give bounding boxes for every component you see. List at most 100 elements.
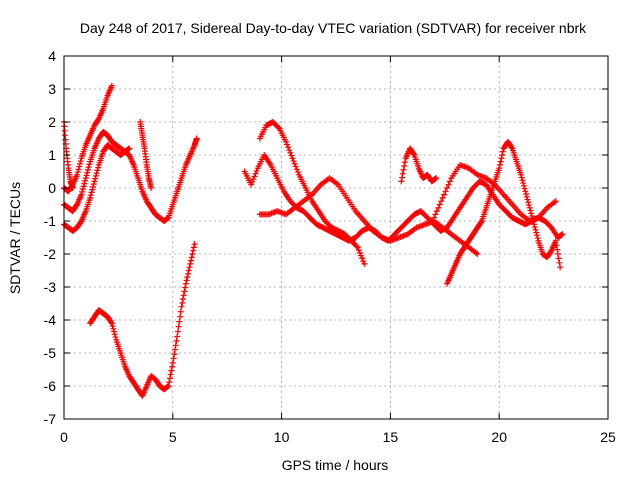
data-point-plus xyxy=(399,174,406,181)
data-point-plus xyxy=(400,166,407,173)
data-point-plus xyxy=(185,267,192,274)
data-point-plus xyxy=(554,246,561,253)
y-tick-label: 4 xyxy=(48,48,56,64)
data-point-plus xyxy=(532,226,539,233)
data-point-plus xyxy=(93,170,100,177)
data-point-plus xyxy=(148,185,155,191)
data-point-plus xyxy=(109,323,116,330)
data-point-plus xyxy=(524,196,531,203)
y-tick-label: -4 xyxy=(44,312,57,328)
data-point-plus xyxy=(519,177,526,184)
data-point-plus xyxy=(520,182,527,189)
y-tick-label: 2 xyxy=(48,114,56,130)
data-point-plus xyxy=(189,251,196,257)
data-point-plus xyxy=(282,138,289,145)
data-point-plus xyxy=(250,176,257,183)
data-point-plus xyxy=(517,171,524,178)
y-tick-label: -5 xyxy=(44,345,57,361)
data-point-plus xyxy=(433,175,440,182)
data-point-plus xyxy=(442,188,449,195)
data-point-plus xyxy=(172,342,179,349)
data-point-plus xyxy=(528,210,535,217)
data-point-plus xyxy=(108,82,115,89)
data-point-plus xyxy=(179,299,186,306)
data-point-plus xyxy=(285,144,292,151)
data-point-plus xyxy=(90,181,97,188)
data-point-plus xyxy=(169,359,176,366)
data-point-plus xyxy=(80,183,87,190)
data-point-plus xyxy=(179,296,186,303)
data-point-plus xyxy=(92,175,99,182)
data-point-plus xyxy=(496,165,503,172)
data-point-plus xyxy=(178,303,185,310)
data-point-plus xyxy=(445,181,452,188)
data-point-plus xyxy=(78,191,85,198)
data-point-plus xyxy=(401,159,408,166)
data-point-plus xyxy=(526,204,533,211)
y-tick-label: -2 xyxy=(44,246,57,262)
data-point-plus xyxy=(89,186,96,193)
data-point-plus xyxy=(176,318,183,325)
data-point-plus xyxy=(251,173,258,180)
y-tick-label: -7 xyxy=(44,411,57,427)
data-point-plus xyxy=(438,198,445,205)
data-point-plus xyxy=(91,178,98,185)
data-point-plus xyxy=(173,337,180,344)
x-tick-label: 20 xyxy=(491,429,507,445)
data-point-plus xyxy=(290,158,297,165)
data-point-plus xyxy=(534,235,541,242)
data-point-plus xyxy=(433,208,440,215)
data-point-plus xyxy=(286,147,293,154)
data-point-plus xyxy=(292,163,299,170)
data-point-plus xyxy=(523,193,530,200)
series-trace-d xyxy=(61,128,200,224)
data-point-plus xyxy=(92,172,99,179)
series-trace-b xyxy=(61,119,76,191)
data-point-plus xyxy=(184,274,191,281)
data-point-plus xyxy=(87,194,94,201)
data-point-plus xyxy=(171,346,178,353)
data-point-plus xyxy=(75,166,82,173)
data-point-plus xyxy=(111,331,118,338)
y-tick-label: 0 xyxy=(48,180,56,196)
data-point-plus xyxy=(177,313,184,320)
data-point-plus xyxy=(410,150,417,157)
data-point-plus xyxy=(186,264,193,271)
data-point-plus xyxy=(358,252,365,259)
data-point-plus xyxy=(253,167,260,174)
data-point-plus xyxy=(165,383,172,389)
x-tick-label: 5 xyxy=(169,429,177,445)
data-point-plus xyxy=(249,178,256,185)
data-point-plus xyxy=(287,149,294,156)
grid-layer xyxy=(64,56,608,419)
y-tick-label: -3 xyxy=(44,279,57,295)
data-point-plus xyxy=(168,367,175,374)
series-trace-l xyxy=(430,161,559,224)
data-point-plus xyxy=(478,219,485,226)
data-point-plus xyxy=(436,201,443,208)
data-point-plus xyxy=(108,320,115,327)
series-trace-k xyxy=(443,138,564,287)
data-point-plus xyxy=(181,288,188,295)
data-point-plus xyxy=(291,160,298,167)
data-point-plus xyxy=(187,260,194,267)
data-point-plus xyxy=(523,191,530,198)
data-point-plus xyxy=(401,163,408,169)
data-point-plus xyxy=(555,255,562,262)
data-point-plus xyxy=(90,183,97,190)
data-point-plus xyxy=(441,191,448,198)
data-point-plus xyxy=(111,328,118,335)
data-point-plus xyxy=(174,328,181,335)
tick-layer: 0 5 10 15 20 25 -7 -6 -5 -4 -3 -2 -1 0 1 2 3 4 xyxy=(44,48,616,445)
data-point-plus xyxy=(177,308,184,315)
data-point-plus xyxy=(77,158,84,165)
data-point-plus xyxy=(252,170,259,177)
data-point-plus xyxy=(552,237,559,244)
series-trace-f xyxy=(87,241,198,399)
y-tick-label: 3 xyxy=(48,81,56,97)
data-point-plus xyxy=(108,319,115,326)
data-point-plus xyxy=(182,284,189,291)
data-point-plus xyxy=(559,231,566,238)
